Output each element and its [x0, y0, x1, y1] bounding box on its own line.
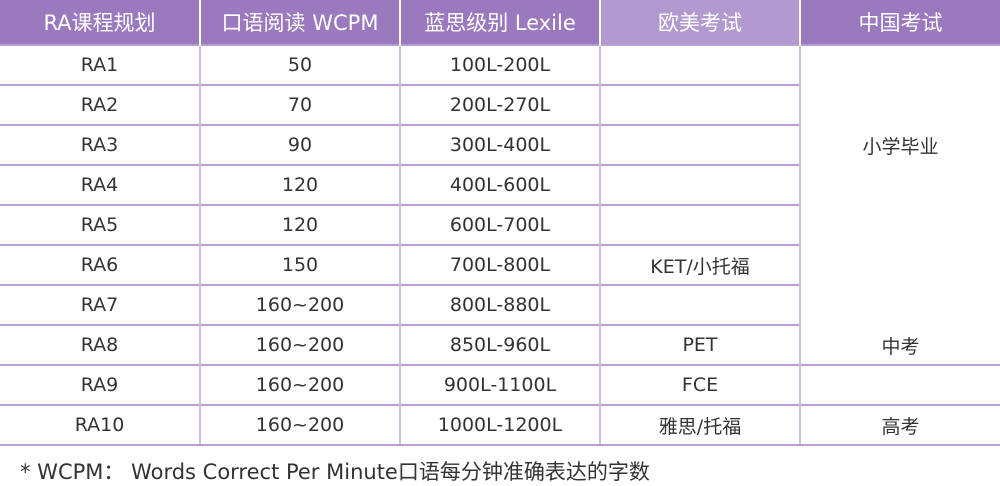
- western-exam-cell: [599, 44, 800, 85]
- china-exam-cell: 中考: [799, 324, 1000, 365]
- lexile-cell: 700L-800L: [399, 244, 600, 285]
- lexile-cell: 1000L-1200L: [399, 404, 600, 446]
- column-header-western-exam: 欧美考试: [599, 0, 800, 45]
- western-exam-cell: [599, 124, 800, 165]
- column-header-lexile: 蓝思级别 Lexile: [399, 0, 600, 45]
- china-exam-cell: [799, 44, 1000, 85]
- china-exam-cell: [799, 164, 1000, 205]
- table-row: RA9 160~200 900L-1100L FCE: [0, 364, 1000, 405]
- wcpm-cell: 50: [199, 44, 400, 85]
- western-exam-cell: FCE: [599, 364, 800, 405]
- western-exam-cell: [599, 164, 800, 205]
- wcpm-cell: 150: [199, 244, 400, 285]
- table-row: RA6 150 700L-800L KET/小托福: [0, 244, 1000, 285]
- lexile-cell: 600L-700L: [399, 204, 600, 245]
- lexile-cell: 900L-1100L: [399, 364, 600, 405]
- table-row: RA4 120 400L-600L: [0, 164, 1000, 205]
- western-exam-cell: [599, 284, 800, 325]
- table-body: RA1 50 100L-200L RA2 70 200L-270L RA3 90 300L-40…: [0, 44, 1000, 446]
- wcpm-cell: 70: [199, 84, 400, 125]
- course-cell: RA1: [0, 44, 200, 85]
- table-row: RA7 160~200 800L-880L: [0, 284, 1000, 325]
- column-header-course: RA课程规划: [0, 0, 200, 45]
- table-row: RA1 50 100L-200L: [0, 44, 1000, 85]
- column-header-china-exam: 中国考试: [799, 0, 1000, 45]
- western-exam-cell: PET: [599, 324, 800, 365]
- table-row: RA8 160~200 850L-960L PET 中考: [0, 324, 1000, 365]
- wcpm-cell: 120: [199, 204, 400, 245]
- column-header-wcpm: 口语阅读 WCPM: [199, 0, 400, 45]
- china-exam-cell: 高考: [799, 404, 1000, 446]
- course-cell: RA8: [0, 324, 200, 365]
- table-header-row: RA课程规划 口语阅读 WCPM 蓝思级别 Lexile 欧美考试 中国考试: [0, 0, 1000, 45]
- wcpm-cell: 160~200: [199, 364, 400, 405]
- course-cell: RA7: [0, 284, 200, 325]
- wcpm-cell: 160~200: [199, 284, 400, 325]
- china-exam-cell: [799, 284, 1000, 325]
- table-row: RA10 160~200 1000L-1200L 雅思/托福 高考: [0, 404, 1000, 446]
- china-exam-cell: [799, 204, 1000, 245]
- footnote: * WCPM： Words Correct Per Minute口语每分钟准确表…: [20, 460, 650, 484]
- lexile-cell: 400L-600L: [399, 164, 600, 205]
- course-cell: RA3: [0, 124, 200, 165]
- china-exam-cell: [799, 84, 1000, 125]
- course-cell: RA4: [0, 164, 200, 205]
- course-cell: RA10: [0, 404, 200, 446]
- course-cell: RA9: [0, 364, 200, 405]
- china-exam-cell: 小学毕业: [799, 124, 1000, 165]
- western-exam-cell: [599, 84, 800, 125]
- western-exam-cell: KET/小托福: [599, 244, 800, 285]
- table-row: RA2 70 200L-270L: [0, 84, 1000, 125]
- lexile-cell: 850L-960L: [399, 324, 600, 365]
- course-table: RA课程规划 口语阅读 WCPM 蓝思级别 Lexile 欧美考试 中国考试 RA1 50…: [0, 0, 1000, 446]
- table-row: RA5 120 600L-700L: [0, 204, 1000, 245]
- course-cell: RA2: [0, 84, 200, 125]
- lexile-cell: 200L-270L: [399, 84, 600, 125]
- wcpm-cell: 90: [199, 124, 400, 165]
- course-cell: RA5: [0, 204, 200, 245]
- table-row: RA3 90 300L-400L 小学毕业: [0, 124, 1000, 165]
- wcpm-cell: 160~200: [199, 404, 400, 446]
- western-exam-cell: 雅思/托福: [599, 404, 800, 446]
- lexile-cell: 100L-200L: [399, 44, 600, 85]
- lexile-cell: 300L-400L: [399, 124, 600, 165]
- wcpm-cell: 120: [199, 164, 400, 205]
- course-cell: RA6: [0, 244, 200, 285]
- wcpm-cell: 160~200: [199, 324, 400, 365]
- china-exam-cell: [799, 364, 1000, 405]
- lexile-cell: 800L-880L: [399, 284, 600, 325]
- china-exam-cell: [799, 244, 1000, 285]
- western-exam-cell: [599, 204, 800, 245]
